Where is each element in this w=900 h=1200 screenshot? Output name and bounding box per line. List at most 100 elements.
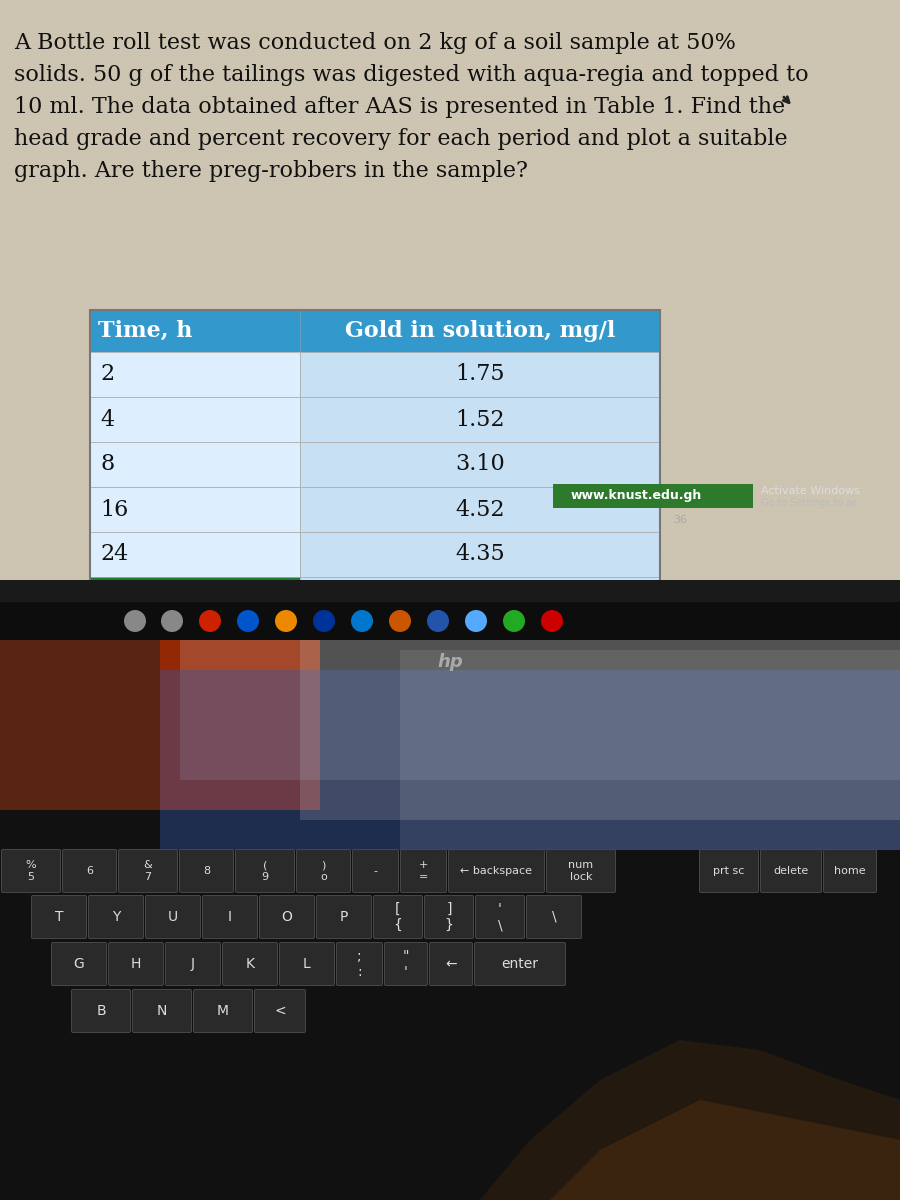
Circle shape [313,610,335,632]
Text: A Bottle roll test was conducted on 2 kg of a soil sample at 50%: A Bottle roll test was conducted on 2 kg… [14,32,736,54]
Text: home: home [834,866,866,876]
Text: '
\: ' \ [498,902,502,932]
Text: &
7: & 7 [144,860,152,882]
Text: O: O [282,910,292,924]
Text: B: B [96,1004,106,1018]
Bar [300,532,660,577]
Text: N: N [157,1004,167,1018]
Text: Tailings: Tailings [100,588,187,611]
FancyBboxPatch shape [824,850,877,893]
Text: )
o: ) o [320,860,327,882]
Bar [160,670,900,850]
Text: I: I [228,910,232,924]
FancyBboxPatch shape [236,850,294,893]
Text: ←: ← [446,958,457,971]
FancyBboxPatch shape [546,850,616,893]
FancyBboxPatch shape [179,850,233,893]
Bar [300,310,660,352]
Text: graph. Are there preg-robbers in the sample?: graph. Are there preg-robbers in the sam… [14,160,528,182]
Circle shape [199,610,221,632]
Text: head grade and percent recovery for each period and plot a suitable: head grade and percent recovery for each… [14,128,788,150]
FancyBboxPatch shape [448,850,544,893]
Text: [
{: [ { [393,902,402,932]
FancyBboxPatch shape [699,850,759,893]
Bar [300,352,660,397]
FancyBboxPatch shape [51,942,106,985]
Text: Time, h: Time, h [98,320,193,342]
FancyBboxPatch shape [425,895,473,938]
Circle shape [161,610,183,632]
Text: <: < [274,1004,286,1018]
Bar [300,577,660,622]
Text: hp: hp [437,653,463,671]
FancyBboxPatch shape [280,942,335,985]
Text: num
lock: num lock [569,860,594,882]
Bar [0,640,160,810]
FancyBboxPatch shape [166,942,220,985]
Text: Gold in solution, mg/l: Gold in solution, mg/l [345,320,615,342]
Bar [90,310,300,352]
Text: H: H [130,958,141,971]
Text: G: G [74,958,85,971]
FancyBboxPatch shape [353,850,399,893]
Circle shape [351,610,373,632]
Text: "
': " ' [403,949,410,979]
Bar [0,580,900,602]
FancyBboxPatch shape [296,850,350,893]
Circle shape [427,610,449,632]
FancyBboxPatch shape [374,895,422,938]
Bar [90,532,300,577]
FancyBboxPatch shape [2,850,60,893]
Text: U: U [168,910,178,924]
FancyBboxPatch shape [119,850,177,893]
Bar [90,442,300,487]
Text: P: P [340,910,348,924]
Text: 6: 6 [86,866,93,876]
FancyBboxPatch shape [760,850,822,893]
Text: 36: 36 [673,515,687,526]
Bar [0,640,320,810]
Text: 8: 8 [100,454,114,475]
Text: delete: delete [773,866,808,876]
Polygon shape [550,1100,900,1200]
FancyBboxPatch shape [109,942,164,985]
FancyBboxPatch shape [384,942,428,985]
Text: prt sc: prt sc [714,866,744,876]
Text: 1.75: 1.75 [455,364,505,385]
Text: J: J [191,958,195,971]
Bar [400,650,900,850]
FancyBboxPatch shape [475,895,525,938]
Bar [553,484,753,508]
Circle shape [541,610,563,632]
Bar [90,397,300,442]
Bar [90,310,660,622]
Bar [300,397,660,442]
Text: %
5: % 5 [26,860,36,882]
Text: 8: 8 [202,866,210,876]
Circle shape [465,610,487,632]
FancyBboxPatch shape [337,942,382,985]
Text: L: L [303,958,310,971]
FancyBboxPatch shape [222,942,277,985]
Circle shape [237,610,259,632]
Bar [300,487,660,532]
Bar [180,640,900,780]
Text: www.knust.edu.gh: www.knust.edu.gh [571,490,702,503]
FancyBboxPatch shape [526,895,581,938]
Bar [0,0,900,640]
Text: 16: 16 [100,498,128,521]
Bar [90,352,300,397]
FancyBboxPatch shape [132,990,192,1032]
FancyBboxPatch shape [62,850,116,893]
Text: ]
}: ] } [445,902,454,932]
Text: 24: 24 [100,544,128,565]
FancyBboxPatch shape [255,990,305,1032]
Text: (
9: ( 9 [261,860,268,882]
FancyBboxPatch shape [71,990,130,1032]
Text: solids. 50 g of the tailings was digested with aqua-regia and topped to: solids. 50 g of the tailings was digeste… [14,64,808,86]
FancyBboxPatch shape [32,895,86,938]
Circle shape [389,610,411,632]
Circle shape [275,610,297,632]
FancyBboxPatch shape [202,895,257,938]
Text: +
=: + = [418,860,428,882]
